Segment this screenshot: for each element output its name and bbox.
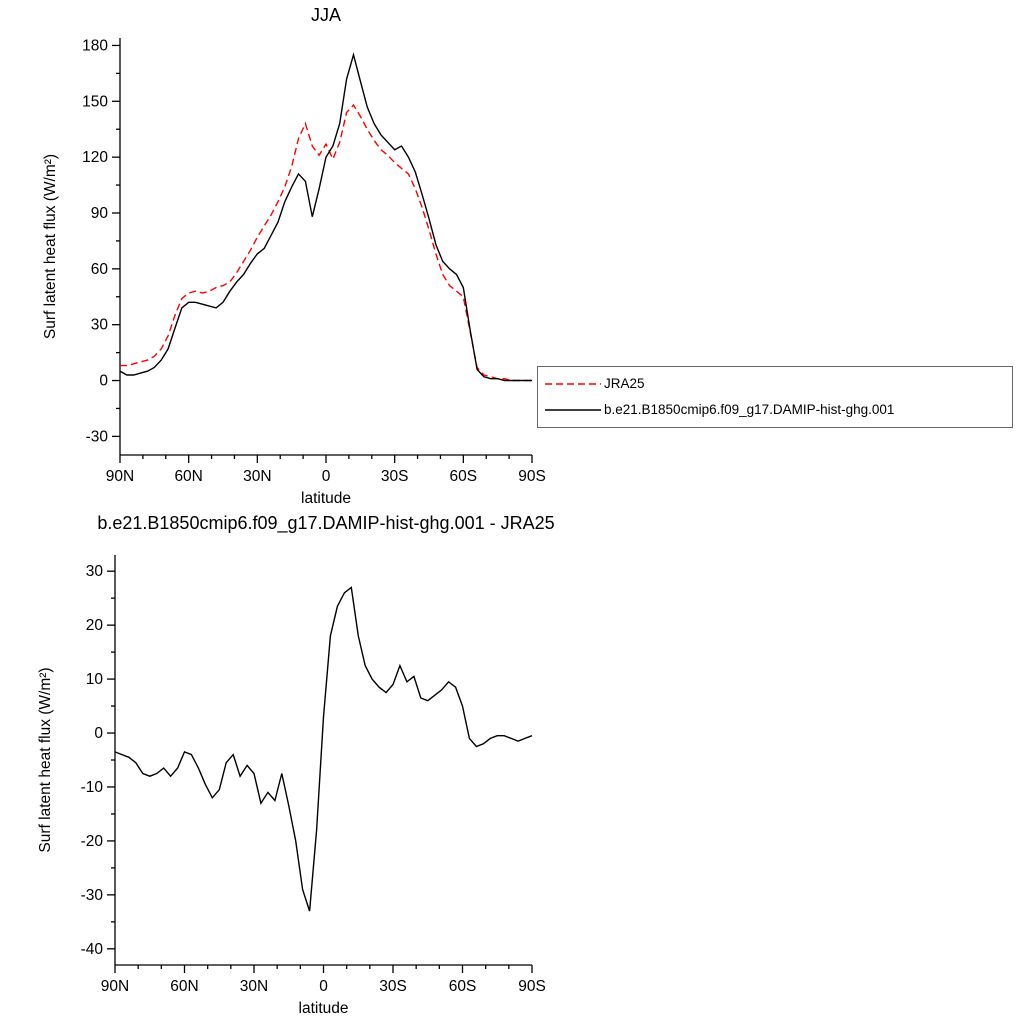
x-axis-title: latitude	[301, 490, 351, 507]
legend-label-jra25: JRA25	[604, 376, 645, 392]
series-line-0	[114, 586, 533, 912]
x-axis-title: latitude	[299, 1000, 349, 1017]
legend-label-model: b.e21.B1850cmip6.f09_g17.DAMIP-hist-ghg.…	[604, 401, 895, 417]
legend: JRA25 b.e21.B1850cmip6.f09_g17.DAMIP-his…	[537, 366, 1013, 428]
y-tick-label: -40	[81, 941, 104, 958]
legend-solid-line-sample	[545, 408, 601, 411]
x-tick-label: 60S	[449, 978, 477, 995]
bottom-chart-plot: -40 -30 -20 -10 0 10 20 30 90N 60N 30N 0 30S 60S 90S la…	[37, 555, 546, 1017]
y-tick-label: 20	[86, 617, 104, 634]
legend-dashed-line-sample	[545, 383, 601, 386]
bottom-chart-title: b.e21.B1850cmip6.f09_g17.DAMIP-hist-ghg.…	[97, 513, 555, 533]
legend-item-model: b.e21.B1850cmip6.f09_g17.DAMIP-hist-ghg.…	[544, 402, 1006, 418]
y-tick-label: 0	[99, 373, 108, 390]
series-line-1	[119, 52, 532, 382]
x-tick-label: 30N	[243, 468, 271, 485]
x-tick-label: 0	[322, 468, 331, 485]
y-tick-label: 60	[91, 261, 109, 278]
x-tick-label: 90N	[106, 468, 134, 485]
x-tick-label: 60S	[450, 468, 478, 485]
x-tick-label: 90S	[518, 978, 546, 995]
y-tick-label: 180	[82, 37, 108, 54]
x-tick-label: 90S	[518, 468, 546, 485]
top-chart-title: JJA	[310, 5, 341, 25]
y-tick-label: 150	[82, 93, 108, 110]
series-line-0	[120, 103, 532, 382]
x-tick-label: 60N	[174, 468, 202, 485]
x-tick-label: 60N	[170, 978, 198, 995]
y-tick-label: 30	[91, 317, 109, 334]
y-axis-title: Surf latent heat flux (W/m²)	[37, 667, 54, 852]
x-tick-label: 0	[319, 978, 328, 995]
x-tick-label: 90N	[101, 978, 129, 995]
y-tick-label: -10	[81, 779, 104, 796]
legend-item-jra25: JRA25	[544, 376, 1006, 392]
y-tick-label: 30	[86, 563, 104, 580]
y-tick-label: -20	[81, 833, 104, 850]
y-tick-label: 0	[94, 725, 103, 742]
y-tick-label: 10	[86, 671, 104, 688]
y-tick-label: -30	[81, 887, 104, 904]
top-chart-plot: -30 0 30 60 90 120 150 180 90N 60N 30N 0 30S 60S 90S la…	[42, 37, 546, 507]
x-tick-label: 30N	[240, 978, 268, 995]
x-tick-label: 30S	[379, 978, 407, 995]
x-tick-label: 30S	[381, 468, 409, 485]
y-tick-label: -30	[86, 428, 109, 445]
y-tick-label: 120	[82, 149, 108, 166]
y-tick-label: 90	[91, 205, 109, 222]
y-axis-title: Surf latent heat flux (W/m²)	[42, 154, 59, 339]
